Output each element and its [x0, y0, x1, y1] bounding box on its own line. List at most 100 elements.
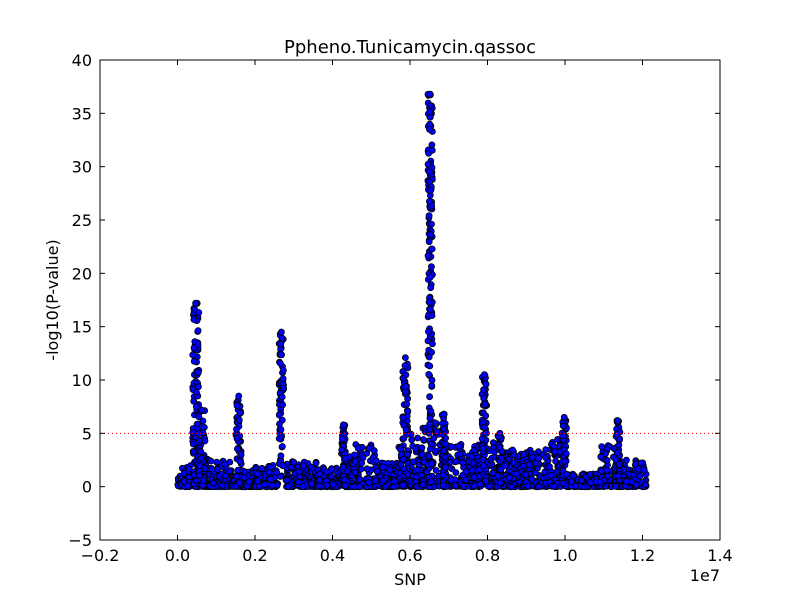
data-point: [614, 449, 622, 457]
data-point: [596, 478, 604, 486]
data-point: [427, 478, 435, 485]
data-point: [237, 451, 245, 459]
data-point: [266, 475, 274, 483]
data-point: [379, 477, 387, 485]
data-point: [424, 328, 432, 336]
data-point: [426, 393, 434, 401]
data-point: [480, 371, 488, 379]
data-point: [295, 468, 303, 476]
x-tick-label: 0.4: [320, 546, 345, 565]
data-point: [597, 453, 605, 461]
data-point: [482, 429, 490, 437]
data-point: [426, 273, 434, 281]
data-point: [602, 450, 609, 458]
y-tick-label: 15: [72, 318, 92, 337]
y-tick-label: 10: [72, 371, 92, 390]
x-tick-label: 0.8: [475, 546, 500, 565]
data-point: [339, 463, 347, 471]
data-point: [279, 401, 287, 409]
data-point: [199, 417, 207, 425]
data-point: [277, 328, 285, 336]
data-point: [233, 402, 241, 410]
data-point: [287, 463, 295, 471]
data-point: [439, 471, 447, 479]
data-point: [425, 212, 433, 220]
data-point: [507, 483, 515, 491]
data-point: [277, 426, 285, 433]
data-point: [236, 458, 244, 465]
data-point: [196, 462, 204, 470]
data-point: [339, 421, 347, 429]
data-point: [341, 482, 349, 490]
data-point: [277, 351, 285, 359]
data-point: [194, 327, 202, 335]
data-point: [365, 479, 373, 487]
data-point: [497, 466, 505, 473]
data-point: [440, 447, 448, 455]
data-point: [428, 220, 435, 228]
y-tick-label: 40: [72, 51, 92, 70]
data-point: [546, 463, 553, 471]
data-point: [542, 454, 549, 462]
data-point: [412, 445, 420, 453]
data-point: [195, 309, 203, 316]
data-point: [479, 445, 487, 452]
data-point: [535, 483, 543, 491]
data-point: [315, 482, 323, 490]
data-point: [234, 466, 242, 474]
data-point: [233, 435, 241, 443]
data-point: [481, 400, 489, 408]
data-point: [290, 458, 298, 466]
data-point: [452, 482, 459, 490]
data-point: [351, 468, 359, 476]
data-point: [452, 458, 460, 465]
data-point: [401, 354, 409, 362]
data-point: [512, 470, 520, 478]
data-point: [427, 284, 435, 292]
data-point: [525, 461, 533, 469]
data-point: [338, 435, 346, 443]
data-point: [432, 466, 440, 474]
data-point: [426, 445, 434, 453]
data-point: [623, 478, 630, 485]
data-point: [399, 414, 407, 422]
data-point: [386, 466, 394, 474]
data-point: [372, 457, 380, 465]
data-point: [480, 423, 488, 431]
data-point: [425, 197, 433, 205]
data-point: [430, 434, 438, 442]
data-point: [279, 366, 287, 374]
data-point: [276, 420, 283, 428]
data-point: [323, 482, 331, 489]
data-point: [425, 370, 433, 378]
data-point: [496, 443, 503, 451]
data-point: [496, 479, 504, 487]
data-point: [363, 465, 371, 473]
data-point: [441, 463, 449, 471]
data-point: [403, 450, 411, 458]
data-point: [351, 457, 359, 465]
data-point: [323, 468, 331, 476]
data-point: [440, 425, 448, 433]
data-point: [402, 371, 410, 379]
x-tick-label: 0.2: [242, 546, 267, 565]
data-point: [480, 418, 488, 426]
data-point: [233, 425, 240, 433]
data-point: [400, 435, 408, 442]
data-point: [278, 393, 286, 401]
data-point: [615, 472, 622, 480]
data-point: [494, 472, 502, 480]
data-point: [379, 463, 387, 471]
data-point: [192, 299, 200, 307]
data-point: [277, 452, 285, 460]
data-point: [428, 146, 436, 154]
data-point: [299, 483, 307, 490]
data-point: [428, 245, 436, 253]
data-point: [427, 231, 434, 239]
data-point: [496, 429, 504, 437]
data-point: [351, 451, 358, 459]
data-point: [277, 340, 285, 348]
data-point: [295, 478, 303, 486]
y-tick-label: 35: [72, 104, 92, 123]
